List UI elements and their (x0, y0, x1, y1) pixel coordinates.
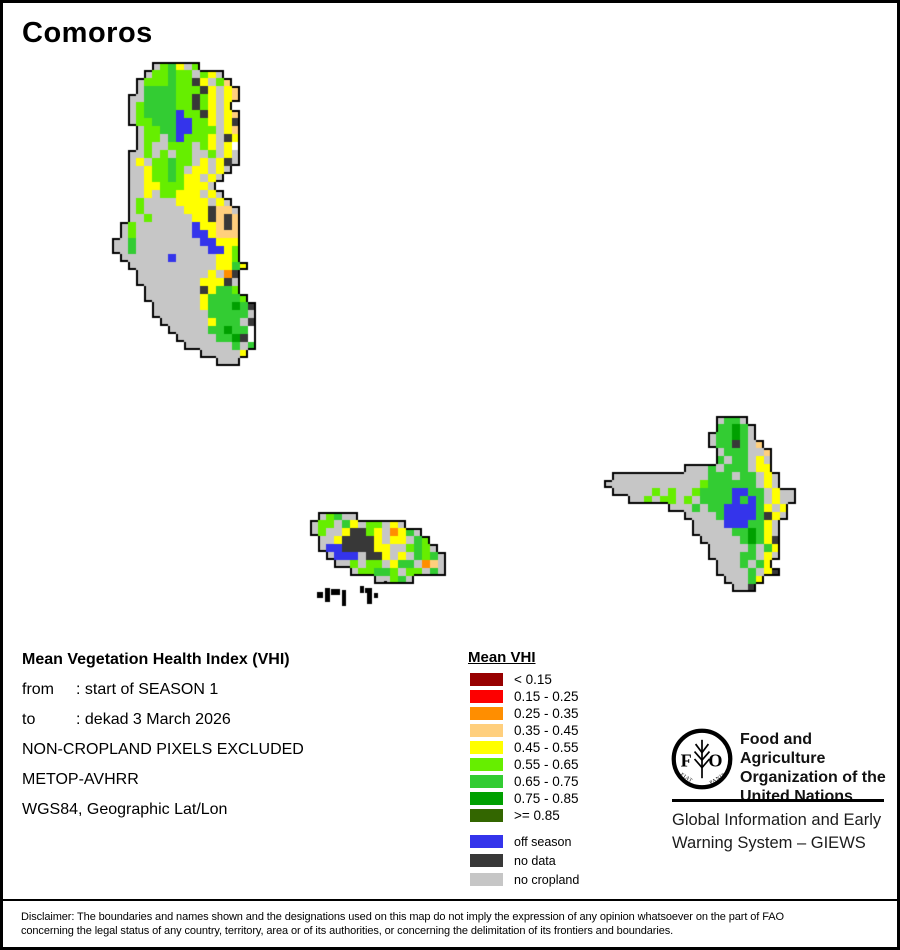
legend-color-swatch (470, 724, 503, 737)
legend-color-swatch (470, 809, 503, 822)
disclaimer-line2: concerning the legal status of any count… (21, 924, 674, 937)
legend-class-row: >= 0.85 (470, 807, 579, 824)
fao-logo: F O FIAT PANIS (671, 728, 733, 790)
fao-wheat-icon (693, 739, 711, 779)
legend-color-swatch (470, 707, 503, 720)
map-canvas (3, 3, 897, 897)
legend-class-label: 0.35 - 0.45 (514, 723, 579, 738)
fao-org-line3: United Nations (740, 788, 853, 805)
legend-extra-label: no cropland (514, 872, 580, 887)
legend-color-swatch (470, 741, 503, 754)
legend-class-row: 0.25 - 0.35 (470, 705, 579, 722)
legend-class-label: 0.15 - 0.25 (514, 689, 579, 704)
legend-class-row: < 0.15 (470, 671, 579, 688)
giews-label: Global Information and Early Warning Sys… (672, 809, 881, 855)
giews-line1: Global Information and Early (672, 811, 882, 829)
legend-class-label: 0.65 - 0.75 (514, 774, 579, 789)
legend-color-swatch (470, 690, 503, 703)
legend-color-swatch (470, 873, 503, 886)
legend-class-row: 0.15 - 0.25 (470, 688, 579, 705)
giews-line2: Warning System – GIEWS (672, 834, 866, 852)
legend-class-label: 0.75 - 0.85 (514, 791, 579, 806)
fao-org-line2: Organization of the (740, 769, 886, 786)
legend-color-swatch (470, 673, 503, 686)
info-to-line: to : dekad 3 March 2026 (22, 711, 304, 741)
legend-class-row: 0.75 - 0.85 (470, 790, 579, 807)
fao-letter-o: O (708, 750, 722, 770)
legend-title: Mean VHI (468, 649, 536, 666)
disclaimer-separator (3, 899, 897, 901)
legend-color-swatch (470, 775, 503, 788)
fao-divider-line (672, 799, 884, 802)
legend-class-row: 0.55 - 0.65 (470, 756, 579, 773)
legend-class-list: < 0.15 0.15 - 0.25 0.25 - 0.35 0.35 - 0.… (470, 671, 579, 824)
legend-class-label: 0.55 - 0.65 (514, 757, 579, 772)
legend-extra-row: no cropland (470, 870, 579, 889)
info-to-label: to (22, 711, 36, 728)
fao-org-line1: Food and Agriculture (740, 731, 826, 767)
legend-color-swatch (470, 835, 503, 848)
info-projection-line: WGS84, Geographic Lat/Lon (22, 801, 228, 818)
legend-extra-label: no data (514, 853, 556, 868)
legend-color-swatch (470, 792, 503, 805)
legend-class-label: >= 0.85 (514, 808, 560, 823)
legend-class-row: 0.35 - 0.45 (470, 722, 579, 739)
legend-class-label: < 0.15 (514, 672, 552, 687)
info-to-value: : dekad 3 March 2026 (76, 711, 231, 728)
info-from-line: from : start of SEASON 1 (22, 681, 304, 711)
disclaimer-line1: Disclaimer: The boundaries and names sho… (21, 911, 784, 923)
info-from-value: : start of SEASON 1 (76, 681, 219, 698)
legend-color-swatch (470, 758, 503, 771)
disclaimer-text: Disclaimer: The boundaries and names sho… (21, 911, 784, 938)
legend-color-swatch (470, 854, 503, 867)
legend-class-label: 0.45 - 0.55 (514, 740, 579, 755)
fao-org-name: Food and Agriculture Organization of the… (740, 730, 897, 806)
info-noncropland-line: NON-CROPLAND PIXELS EXCLUDED (22, 741, 304, 758)
legend-class-row: 0.45 - 0.55 (470, 739, 579, 756)
info-sensor-line: METOP-AVHRR (22, 771, 139, 788)
info-from-label: from (22, 681, 54, 698)
legend-extra-list: off season no data no cropland (470, 832, 579, 889)
legend-extra-row: off season (470, 832, 579, 851)
legend-extra-label: off season (514, 834, 572, 849)
legend-extra-row: no data (470, 851, 579, 870)
info-block: Mean Vegetation Health Index (VHI) from:… (22, 651, 304, 831)
fao-letter-f: F (681, 750, 692, 770)
page-title: Comoros (22, 17, 153, 49)
info-heading: Mean Vegetation Health Index (VHI) (22, 651, 290, 668)
legend-class-label: 0.25 - 0.35 (514, 706, 579, 721)
legend-class-row: 0.65 - 0.75 (470, 773, 579, 790)
